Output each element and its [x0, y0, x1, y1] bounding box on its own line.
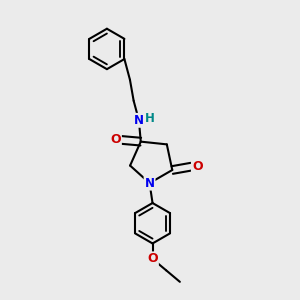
- Text: O: O: [110, 134, 121, 146]
- Text: O: O: [192, 160, 202, 173]
- Text: N: N: [145, 177, 154, 190]
- Text: O: O: [147, 252, 158, 266]
- Text: N: N: [134, 114, 144, 127]
- Text: H: H: [145, 112, 155, 125]
